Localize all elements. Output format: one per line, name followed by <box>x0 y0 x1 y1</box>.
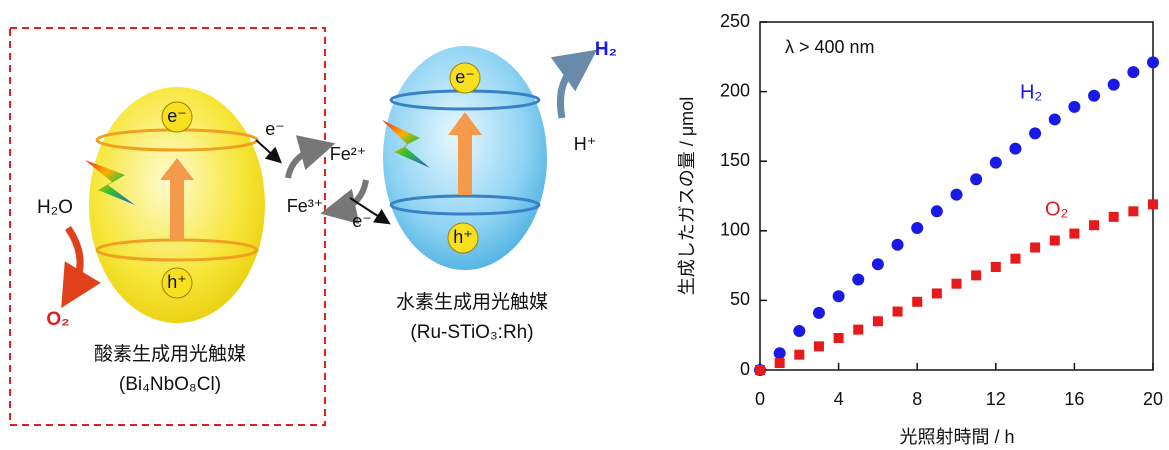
y-tick-label: 0 <box>740 359 750 379</box>
point <box>1050 236 1060 246</box>
electron-label: e⁻ <box>455 67 475 87</box>
point <box>951 189 963 201</box>
y-tick-label: 50 <box>730 289 750 309</box>
point <box>911 222 923 234</box>
electron-label: e⁻ <box>352 211 372 231</box>
point <box>1030 243 1040 253</box>
electron-label: e⁻ <box>167 106 187 126</box>
point <box>1010 254 1020 264</box>
point <box>794 350 804 360</box>
point <box>774 347 786 359</box>
catalyst-formula: (Bi₄NbO₈Cl) <box>119 374 221 395</box>
point <box>1128 206 1138 216</box>
hole-label: h⁺ <box>453 227 473 247</box>
hole-label: h⁺ <box>167 272 187 292</box>
point <box>1089 220 1099 230</box>
x-tick-label: 0 <box>755 389 765 409</box>
point <box>970 173 982 185</box>
point <box>893 307 903 317</box>
oxygen: O₂ <box>46 309 69 330</box>
point <box>991 262 1001 272</box>
x-tick-label: 20 <box>1143 389 1163 409</box>
series-label: H₂ <box>1020 81 1042 103</box>
arrow <box>560 62 580 118</box>
arrow <box>288 148 318 178</box>
point <box>931 205 943 217</box>
point <box>852 274 864 286</box>
point <box>1088 90 1100 102</box>
fe2: Fe²⁺ <box>330 144 367 164</box>
point <box>1029 127 1041 139</box>
hydrogen: H₂ <box>595 39 617 60</box>
point <box>775 358 785 368</box>
catalyst-name: 酸素生成用光触媒 <box>94 343 246 365</box>
x-tick-label: 8 <box>912 389 922 409</box>
arrow <box>68 228 80 290</box>
point <box>971 270 981 280</box>
point <box>834 333 844 343</box>
y-axis-label: 生成したガスの量 / μmol <box>677 97 697 295</box>
figure: e⁻ h⁺ H₂O O₂ 酸素生成用光触媒 (Bi₄NbO₈Cl) e⁻ Fe²… <box>0 0 1169 450</box>
point <box>892 239 904 251</box>
point <box>814 341 824 351</box>
point <box>873 316 883 326</box>
point <box>1068 101 1080 113</box>
proton: H⁺ <box>574 134 597 154</box>
catalyst-formula: (Ru-STiO₃:Rh) <box>410 322 533 343</box>
x-axis-label: 光照射時間 / h <box>899 427 1014 447</box>
arrow <box>256 140 276 158</box>
y-tick-label: 200 <box>720 80 750 100</box>
point <box>1009 143 1021 155</box>
y-tick-label: 100 <box>720 220 750 240</box>
point <box>793 325 805 337</box>
point <box>853 325 863 335</box>
water: H₂O <box>37 197 73 218</box>
point <box>755 365 765 375</box>
point <box>833 290 845 302</box>
x-tick-label: 12 <box>986 389 1006 409</box>
electron-label: e⁻ <box>265 119 285 139</box>
point <box>1127 66 1139 78</box>
point <box>1109 212 1119 222</box>
x-tick-label: 4 <box>834 389 844 409</box>
point <box>1069 229 1079 239</box>
y-tick-label: 250 <box>720 11 750 31</box>
y-tick-label: 150 <box>720 150 750 170</box>
x-tick-label: 16 <box>1064 389 1084 409</box>
point <box>932 288 942 298</box>
fe3: Fe³⁺ <box>287 196 324 216</box>
catalyst-name: 水素生成用光触媒 <box>396 291 548 313</box>
point <box>1049 113 1061 125</box>
point <box>1147 56 1159 68</box>
series-label: O₂ <box>1045 198 1068 220</box>
point <box>1148 199 1158 209</box>
point <box>1108 79 1120 91</box>
annotation: λ > 400 nm <box>785 37 875 57</box>
point <box>990 157 1002 169</box>
point <box>813 307 825 319</box>
point <box>952 279 962 289</box>
point <box>912 297 922 307</box>
point <box>872 258 884 270</box>
